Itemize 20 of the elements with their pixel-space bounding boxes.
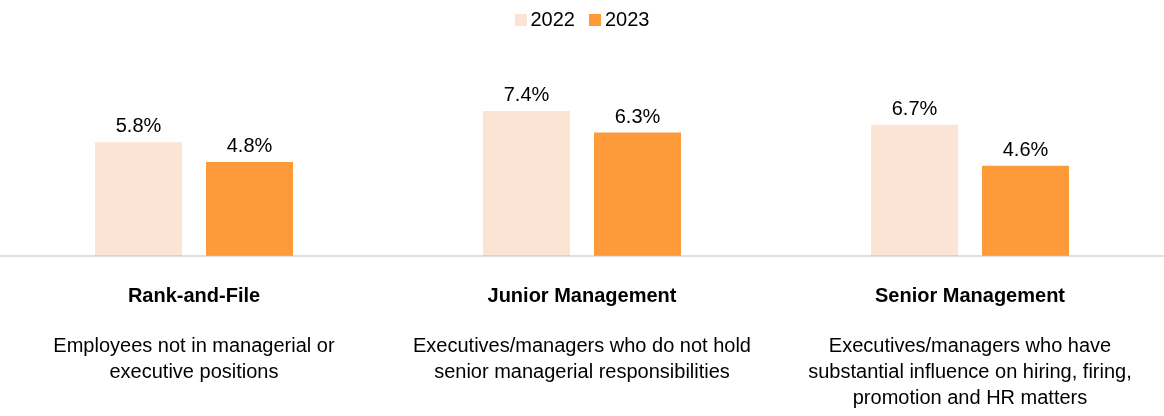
- data-label: 6.3%: [614, 104, 661, 127]
- data-label: 7.4%: [503, 83, 550, 105]
- text: Executives/managers who do not hold senior managerial responsibilities: [412, 333, 752, 384]
- legend-label: 2022: [529, 8, 575, 31]
- bar: [982, 165, 1069, 256]
- data-label: 4.6%: [1002, 137, 1049, 160]
- bar: [483, 111, 570, 256]
- data-label: 5.8%: [115, 114, 162, 137]
- data-label: 4.8%: [226, 133, 273, 156]
- bar: [95, 142, 182, 256]
- bar: [871, 124, 958, 256]
- bar: [594, 132, 681, 256]
- legend-label: 2023: [604, 8, 650, 31]
- text: Employees not in managerial or executive positions: [52, 333, 336, 384]
- text: Executives/managers who have substantial influence on hiring, firing, promotion and HR matters: [807, 333, 1133, 410]
- x-tick-label: Junior Management: [487, 284, 677, 306]
- data-label: 6.7%: [891, 96, 938, 119]
- x-tick-label: Rank-and-File: [127, 284, 261, 306]
- x-tick-label: Senior Management: [874, 284, 1066, 306]
- bar: [206, 161, 293, 256]
